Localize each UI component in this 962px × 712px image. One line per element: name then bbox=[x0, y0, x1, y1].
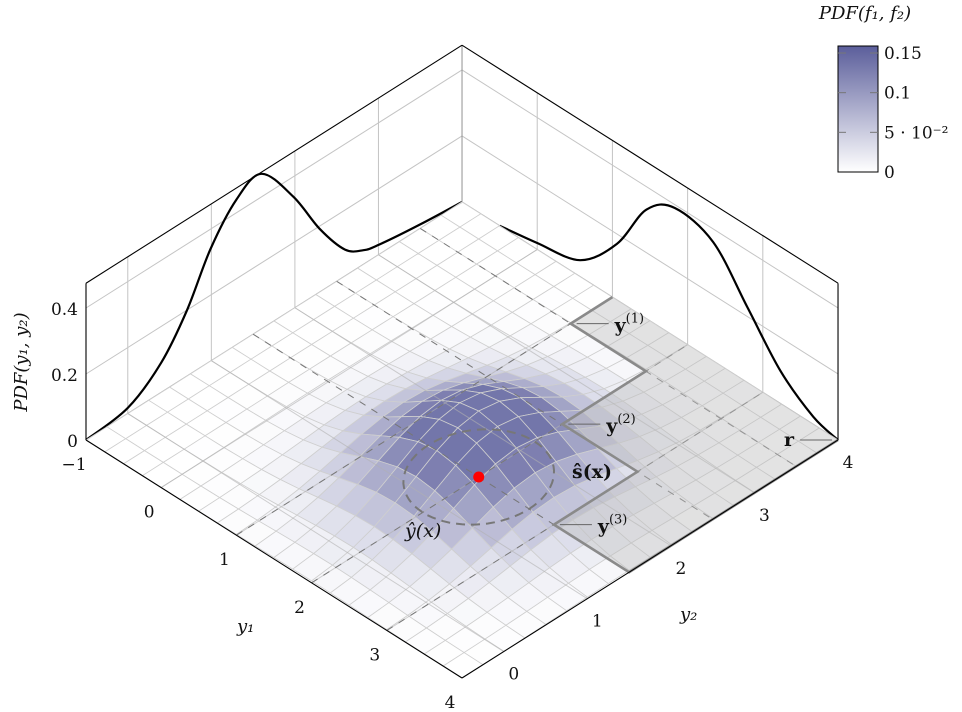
annotation-ref: r bbox=[784, 429, 795, 451]
right-wall-z-gridline bbox=[461, 135, 839, 375]
y1-tick-label: 4 bbox=[445, 693, 456, 712]
y1-tick-label: 0 bbox=[144, 503, 155, 523]
uncertainty-circle bbox=[402, 428, 556, 526]
annotation-text: ŷ(x) bbox=[404, 520, 441, 542]
attainment-staircase bbox=[551, 296, 839, 574]
top-right-edge bbox=[461, 44, 839, 284]
dashed-line-y2 bbox=[419, 227, 797, 467]
annotation-text: r bbox=[784, 429, 795, 451]
annotation-superscript: (1) bbox=[626, 312, 644, 327]
floor-gridline-y1 bbox=[160, 249, 538, 489]
colorbar-title: PDF(f₁, f₂) bbox=[818, 3, 911, 24]
floor-gridline-y2 bbox=[211, 360, 588, 600]
y2-tick-label: 1 bbox=[592, 612, 603, 632]
right-wall-z-gridline bbox=[461, 69, 839, 309]
marginal-curves bbox=[85, 172, 839, 441]
floor-gridline-y2 bbox=[294, 307, 672, 547]
annotation-y3pt: y(3) bbox=[597, 513, 627, 538]
annotations: y(1)y(2)y(3)rŝ(x)ŷ(x) bbox=[404, 312, 833, 542]
left-wall-z-gridline bbox=[85, 135, 463, 375]
annotation-text: y bbox=[614, 315, 627, 337]
prediction-point bbox=[473, 471, 485, 483]
left-wall-z-gridline bbox=[85, 69, 463, 309]
y2-tick-label: 3 bbox=[759, 506, 770, 526]
colorbar-tick-label: 5 · 10⁻² bbox=[884, 123, 948, 143]
axis-frame bbox=[85, 44, 839, 679]
annotation-yhat: ŷ(x) bbox=[404, 520, 441, 542]
floor-overlays bbox=[127, 227, 839, 652]
z-tick-label: 0.4 bbox=[51, 300, 78, 320]
floor-gridline-y2 bbox=[127, 413, 505, 652]
annotation-y2pt: y(2) bbox=[605, 412, 635, 437]
colorbar: PDF(f₁, f₂) 0 5 · 10⁻² 0.1 0.15 bbox=[818, 3, 949, 183]
y1-tick-label: −1 bbox=[61, 455, 86, 475]
annotation-superscript: (2) bbox=[617, 412, 635, 427]
y1-tick-label: 3 bbox=[369, 645, 380, 665]
dashed-line-y1 bbox=[386, 391, 764, 631]
colorbar-tick-label: 0.1 bbox=[884, 84, 911, 104]
floor-surface-mesh bbox=[85, 201, 839, 679]
dashed-line-y2 bbox=[336, 280, 713, 520]
z-tick-label: 0 bbox=[67, 432, 78, 452]
top-left-edge bbox=[85, 44, 463, 284]
annotation-text: y bbox=[605, 415, 618, 437]
floor-gridline-y2 bbox=[378, 254, 755, 494]
annotation-text: ŝ(x) bbox=[572, 461, 612, 483]
colorbar-tick-label: 0 bbox=[884, 163, 895, 183]
annotation-y1pt: y(1) bbox=[614, 312, 644, 337]
colorbar-tick-label: 0.15 bbox=[884, 44, 922, 64]
annotation-text: y bbox=[597, 516, 610, 538]
annotation-shat: ŝ(x) bbox=[572, 461, 612, 483]
dashed-line-y1 bbox=[236, 296, 613, 536]
y1-tick-label: 1 bbox=[219, 550, 230, 570]
z-tick-label: 0.2 bbox=[51, 366, 78, 386]
front-left-edge bbox=[85, 439, 463, 679]
y1-axis-label: y₁ bbox=[236, 616, 254, 637]
marginal-curve-y2 bbox=[85, 172, 463, 441]
y2-tick-label: 0 bbox=[508, 665, 519, 685]
marginal-curve-y1 bbox=[499, 203, 839, 441]
y2-tick-label: 2 bbox=[675, 559, 686, 579]
tick-labels: −1 0 1 2 3 4 0 1 2 3 4 0 0.2 0.4 bbox=[51, 300, 853, 712]
z-axis-label: PDF(y₁, y₂) bbox=[11, 312, 32, 412]
dominated-region bbox=[553, 297, 839, 573]
y2-axis-label: y₂ bbox=[679, 604, 697, 625]
colorbar-gradient bbox=[837, 45, 879, 173]
y2-tick-label: 4 bbox=[843, 453, 854, 473]
annotation-superscript: (3) bbox=[609, 513, 627, 528]
front-right-edge bbox=[461, 439, 839, 679]
y1-tick-label: 2 bbox=[294, 598, 305, 618]
